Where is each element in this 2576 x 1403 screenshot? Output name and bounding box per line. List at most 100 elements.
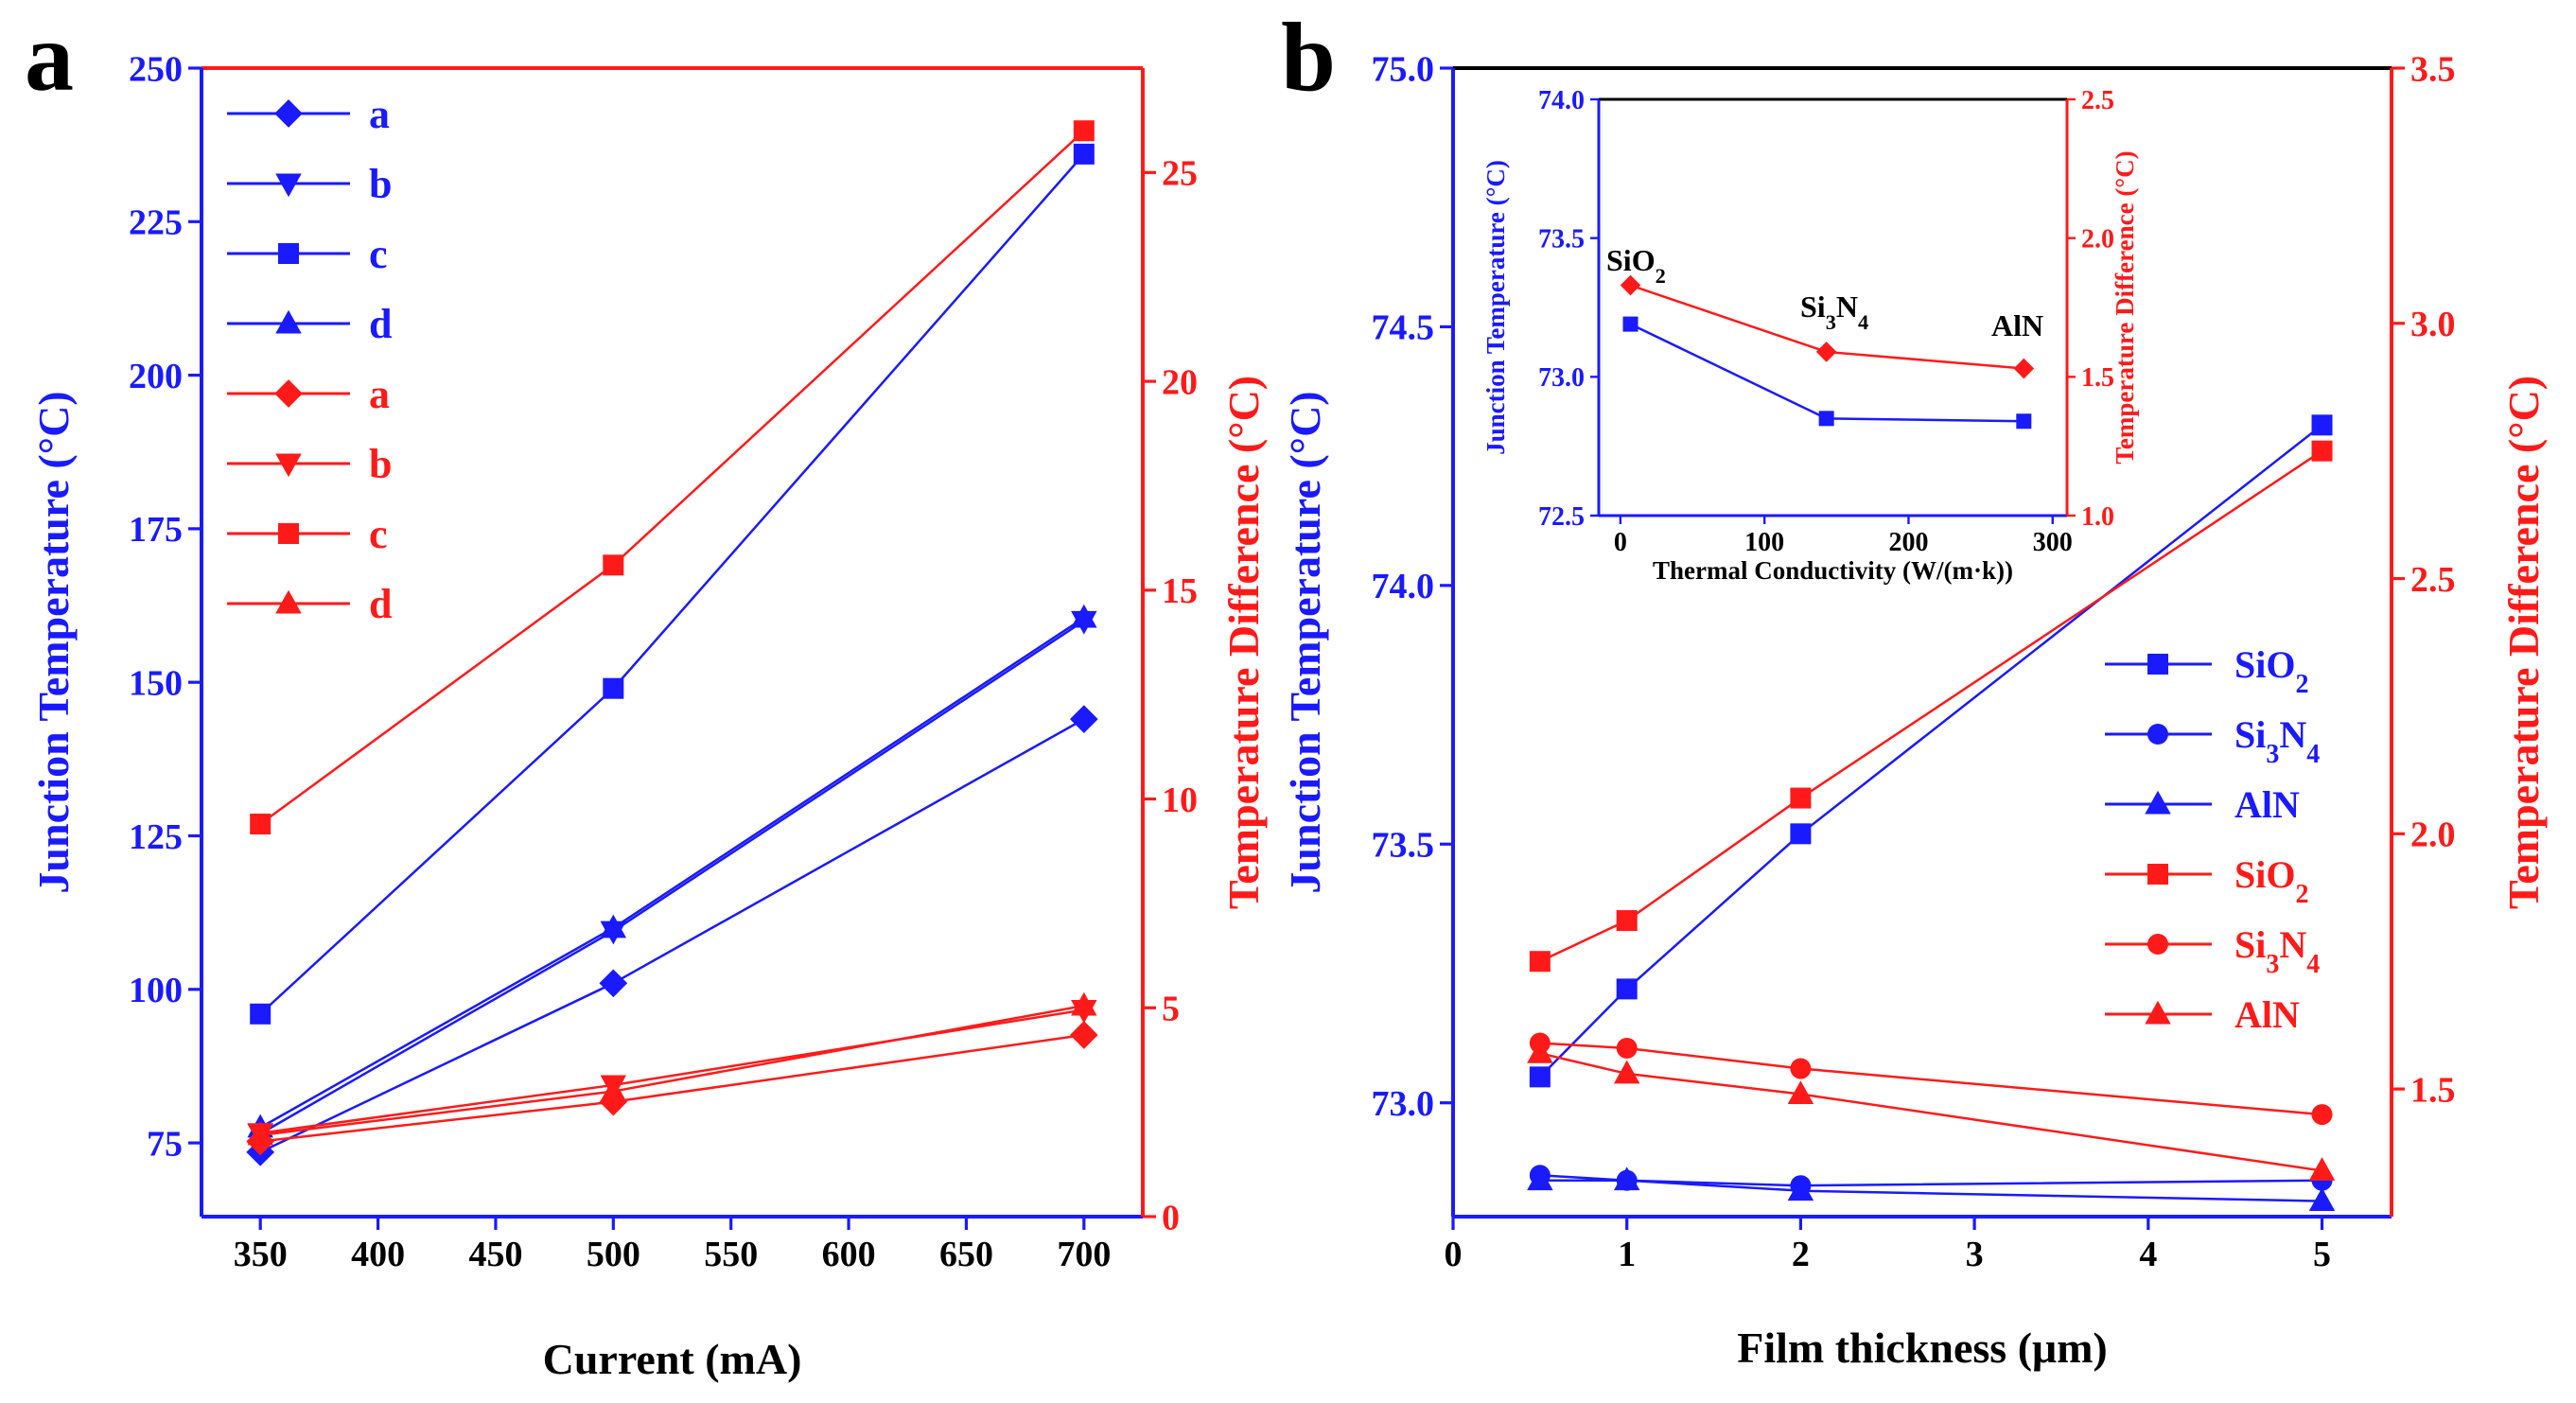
y-right-tick-label: 20 (1162, 362, 1198, 402)
series-line (259, 718, 1085, 1153)
series-line (1539, 1042, 2322, 1116)
data-point-triangle-up (1613, 1166, 1640, 1191)
chart-a: 350 400 450 500 550 600 650 7007510012515017520… (29, 49, 1268, 1383)
y-right-tick-label: 2.5 (2410, 560, 2456, 600)
y-left-tick-label: 75 (147, 1124, 183, 1164)
y-left-tick-label: 150 (129, 663, 183, 703)
series-line (1538, 424, 2323, 1079)
data-point-circle (1790, 1058, 1812, 1079)
legend-label: AlN (2234, 783, 2300, 826)
text-span: N (1836, 289, 1858, 324)
series-line (1539, 1174, 2322, 1187)
x-tick-label: 600 (822, 1235, 876, 1274)
data-point-triangle-up (1787, 1080, 1814, 1104)
legend-marker-diamond (274, 379, 303, 408)
x-tick-label: 700 (1057, 1235, 1111, 1274)
series-blue-Junction Temperature (1622, 316, 2032, 430)
y-right-axis-title: Temperature Difference (°C) (1219, 376, 1268, 909)
data-point-square (1529, 1066, 1551, 1088)
text-span: SiO (2234, 643, 2295, 686)
data-point-triangle-up (600, 914, 627, 938)
series-blue-b (247, 610, 1097, 1148)
y-right-tick-label: 3.5 (2410, 49, 2456, 89)
legend-marker-triangle-up (2145, 790, 2171, 815)
inset-annotation-label: Si3N4 (1800, 289, 1868, 334)
panel-label-b: b (1281, 3, 1336, 112)
x-tick-label: 3 (1966, 1235, 1984, 1274)
series-red-Si (1529, 1032, 2333, 1126)
y-left-tick-label: 73.0 (1538, 363, 1585, 393)
legend-label: d (369, 301, 392, 347)
series-blue-c (250, 143, 1095, 1025)
y-left-tick-label: 175 (129, 510, 183, 550)
y-right-tick-label: 1.5 (2081, 363, 2114, 393)
y-right-axis-title: Temperature Difference (°C) (2499, 376, 2548, 909)
legend-label: b (369, 441, 392, 487)
data-point-square (250, 1003, 272, 1025)
x-tick-label: 2 (1792, 1235, 1810, 1274)
text-span: SiO (2234, 853, 2295, 896)
legend-label: Si3N4 (2234, 923, 2320, 979)
legend-marker-triangle-down (275, 173, 302, 198)
text-span: Si (2234, 923, 2266, 966)
data-point-triangle-up (2308, 1187, 2336, 1212)
x-tick-label: 500 (587, 1235, 640, 1274)
data-point-square (1073, 120, 1095, 142)
y-left-axis-title: Junction Temperature (°C) (1281, 391, 1329, 893)
series-red-AlN (1527, 1040, 2336, 1181)
x-axis-title: Thermal Conductivity (W/(m·k)) (1653, 556, 2013, 585)
x-tick-label: 450 (468, 1235, 522, 1274)
text-span: AlN (2234, 783, 2300, 826)
series-blue-AlN (1527, 1166, 2336, 1212)
x-tick-label: 5 (2313, 1235, 2331, 1274)
legend-label: a (369, 91, 390, 137)
y-left-tick-label: 74.0 (1372, 567, 1435, 606)
series-red-b (247, 1000, 1097, 1148)
legend-label: b (369, 161, 392, 207)
x-tick-label: 400 (351, 1235, 405, 1274)
data-point-square (1790, 787, 1812, 809)
data-point-square (1622, 316, 1638, 332)
text-span: N (2279, 923, 2306, 966)
x-tick-label: 100 (1744, 528, 1784, 557)
y-right-tick-label: 10 (1162, 780, 1198, 820)
y-left-tick-label: 74.5 (1372, 308, 1435, 348)
series-red-d (247, 991, 1097, 1146)
data-point-diamond (1069, 1021, 1098, 1049)
y-right-tick-label: 2.5 (2081, 86, 2114, 115)
y-right-tick-label: 2.0 (2081, 224, 2114, 254)
x-tick-label: 650 (939, 1235, 993, 1274)
y-left-tick-label: 74.0 (1538, 86, 1585, 115)
x-tick-label: 0 (1614, 528, 1627, 557)
text-span: SiO (1606, 243, 1656, 277)
legend-marker-triangle-up (275, 589, 302, 614)
subscript: 3 (1826, 310, 1836, 334)
y-left-tick-label: 73.0 (1372, 1084, 1435, 1124)
x-tick-label: 1 (1618, 1235, 1636, 1274)
panel-label-a: a (25, 3, 74, 112)
x-tick-label: 350 (234, 1235, 288, 1274)
subscript: 4 (1858, 310, 1868, 334)
y-right-tick-label: 15 (1162, 571, 1198, 611)
x-axis-title: Current (mA) (543, 1335, 802, 1383)
y-left-tick-label: 73.5 (1372, 826, 1435, 866)
subscript: 3 (2266, 950, 2279, 979)
data-point-square (1616, 978, 1638, 1000)
y-left-tick-label: 100 (129, 971, 183, 1010)
y-right-tick-label: 3.0 (2410, 305, 2456, 344)
data-point-triangle-up (2308, 1157, 2336, 1181)
x-axis-title: Film thickness (μm) (1737, 1324, 2108, 1372)
inset-annotations: SiO2 Si3N4 AlN (1606, 243, 2043, 342)
legend-label: a (369, 371, 390, 417)
subscript: 2 (2295, 670, 2308, 699)
data-point-square (1790, 823, 1812, 845)
data-point-triangle-up (247, 1121, 273, 1146)
subscript: 3 (2266, 740, 2279, 769)
series-red-Temperature Difference (1620, 274, 2035, 379)
data-point-diamond (1815, 342, 1837, 362)
series-blue-a (246, 705, 1098, 1166)
series-line (1629, 323, 2024, 423)
legend-label: d (369, 581, 392, 627)
data-point-triangle-up (1527, 1040, 1553, 1063)
data-point-diamond (2013, 358, 2035, 379)
